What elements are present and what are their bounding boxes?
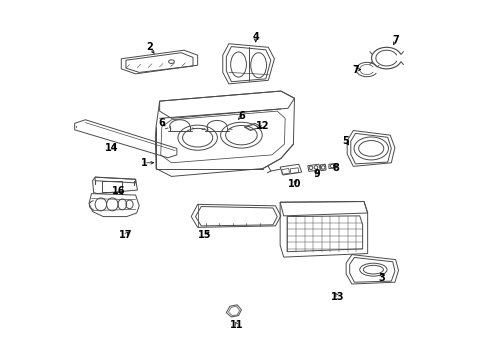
Text: 1: 1	[141, 158, 147, 168]
Text: 5: 5	[342, 136, 349, 145]
Bar	[102, 181, 122, 192]
Text: 4: 4	[252, 32, 259, 41]
Text: 9: 9	[313, 169, 320, 179]
Text: 12: 12	[255, 121, 269, 131]
Text: 7: 7	[392, 35, 399, 45]
Text: 15: 15	[198, 230, 212, 239]
Text: 17: 17	[119, 230, 133, 239]
Text: 16: 16	[112, 186, 125, 197]
Text: 8: 8	[332, 163, 339, 173]
Text: 14: 14	[105, 143, 119, 153]
Text: 6: 6	[158, 118, 165, 128]
Text: 2: 2	[147, 42, 153, 52]
Text: 11: 11	[230, 320, 244, 330]
Text: 6: 6	[238, 111, 245, 121]
Text: 3: 3	[378, 273, 385, 283]
Text: 7: 7	[353, 64, 360, 75]
Text: 13: 13	[331, 292, 344, 302]
Text: 10: 10	[288, 179, 301, 189]
